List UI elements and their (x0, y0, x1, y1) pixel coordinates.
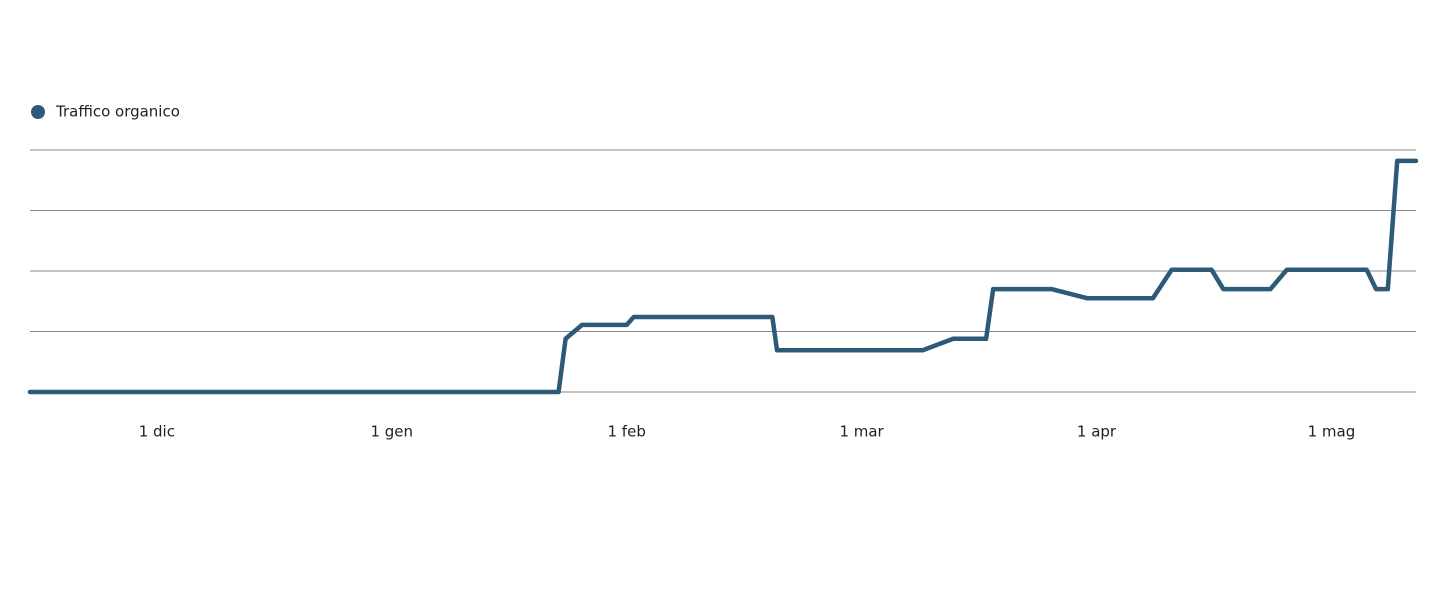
legend-marker (31, 105, 45, 119)
series-line (27, 158, 1419, 395)
x-tick-label: 1 feb (608, 423, 646, 441)
x-tick-label: 1 mag (1308, 423, 1356, 441)
x-tick-label: 1 apr (1077, 423, 1117, 441)
legend-label: Traffico organico (55, 103, 180, 121)
x-tick-label: 1 dic (139, 423, 175, 441)
x-tick-label: 1 gen (370, 423, 413, 441)
x-tick-label: 1 mar (839, 423, 884, 441)
